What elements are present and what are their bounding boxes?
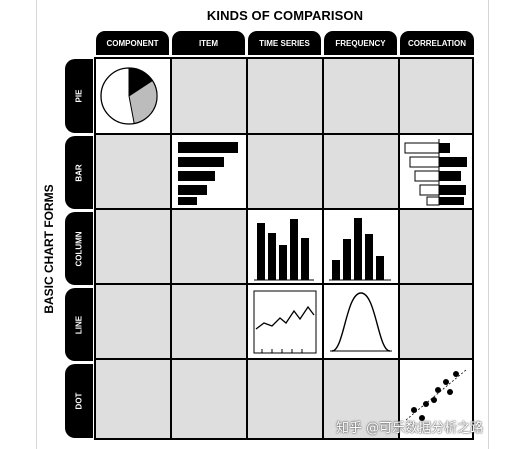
comparison-title: KINDS OF COMPARISON [206, 8, 364, 23]
cell-bar-item [172, 135, 246, 208]
frequency-curve-icon [330, 292, 392, 352]
cell-dot-component [96, 360, 170, 438]
pie-chart-icon [100, 67, 158, 125]
cell-pie-frequency [324, 59, 398, 133]
cell-bar-correlation [400, 135, 472, 208]
page-border-right [488, 0, 489, 449]
cell-line-time-series [248, 285, 322, 358]
cell-dot-frequency [324, 360, 398, 438]
cell-line-component [96, 285, 170, 358]
row-header-pie: PIE [65, 59, 93, 133]
row-label-column: COLUMN [74, 230, 84, 267]
cell-column-item [172, 210, 246, 283]
column-chart-icon [254, 219, 314, 281]
cell-column-frequency [324, 210, 398, 283]
column-header-frequency: FREQUENCY [324, 31, 397, 55]
cell-column-component [96, 210, 170, 283]
column-header-component: COMPONENT [96, 31, 169, 55]
cell-bar-frequency [324, 135, 398, 208]
row-label-line: LINE [74, 315, 84, 334]
row-label-pie: PIE [74, 89, 84, 103]
cell-line-correlation [400, 285, 472, 358]
row-header-bar: BAR [65, 136, 93, 209]
watermark-text: 知乎 @可乐数据分析之路 [336, 421, 484, 436]
bar-chart-icon [178, 142, 238, 205]
cell-line-frequency [324, 285, 398, 358]
column-header-item: ITEM [172, 31, 245, 55]
cell-column-time-series [248, 210, 322, 283]
cell-dot-time-series [248, 360, 322, 438]
column-header-time-series: TIME SERIES [248, 31, 321, 55]
cell-pie-item [172, 59, 246, 133]
cell-dot-item [172, 360, 246, 438]
cell-column-correlation [400, 210, 472, 283]
cell-bar-component [96, 135, 170, 208]
page-border-left [36, 0, 37, 449]
cell-line-item [172, 285, 246, 358]
cell-pie-correlation [400, 59, 472, 133]
row-header-dot: DOT [65, 364, 93, 438]
chart-matrix [94, 57, 474, 440]
column-header-correlation: CORRELATION [400, 31, 474, 55]
scatter-plot-icon [405, 369, 467, 421]
line-chart-icon [253, 290, 317, 354]
cell-bar-time-series [248, 135, 322, 208]
cell-pie-time-series [248, 59, 322, 133]
row-header-line: LINE [65, 288, 93, 361]
row-header-column: COLUMN [65, 212, 93, 285]
cell-pie-component [96, 59, 170, 133]
chart-forms-title: BASIC CHART FORMS [42, 184, 56, 314]
row-label-dot: DOT [74, 392, 84, 410]
histogram-icon [329, 218, 391, 281]
row-label-bar: BAR [74, 163, 84, 182]
paired-bar-chart-icon [404, 139, 467, 206]
cell-dot-correlation [400, 360, 472, 438]
